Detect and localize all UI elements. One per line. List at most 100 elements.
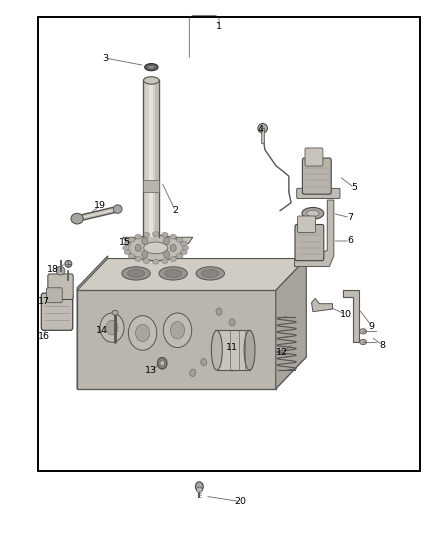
Polygon shape [276,259,306,389]
Ellipse shape [159,266,187,280]
Ellipse shape [148,65,155,69]
Ellipse shape [127,235,184,261]
FancyBboxPatch shape [41,293,73,330]
Bar [149,80,153,237]
Circle shape [170,244,176,252]
Ellipse shape [144,77,159,84]
Text: 9: 9 [369,321,375,330]
Text: 20: 20 [234,497,246,506]
Ellipse shape [124,250,131,255]
Ellipse shape [122,266,150,280]
Ellipse shape [144,242,168,254]
Ellipse shape [152,232,159,237]
Ellipse shape [127,269,145,277]
Ellipse shape [212,330,222,370]
FancyBboxPatch shape [297,188,340,198]
Text: 11: 11 [226,343,238,352]
Text: 3: 3 [102,54,109,62]
Circle shape [163,251,170,258]
Circle shape [249,345,255,353]
Text: 12: 12 [276,348,288,357]
Ellipse shape [143,232,150,237]
Text: 17: 17 [39,296,50,305]
Text: 18: 18 [47,265,59,273]
Ellipse shape [124,241,131,246]
Bar [144,80,159,237]
FancyBboxPatch shape [297,216,315,232]
Ellipse shape [128,237,135,242]
Bar [38,17,420,471]
Ellipse shape [196,266,224,280]
Circle shape [142,251,148,258]
Ellipse shape [177,237,183,242]
FancyBboxPatch shape [305,148,323,166]
Ellipse shape [135,324,150,342]
Circle shape [240,332,246,340]
Polygon shape [77,256,108,389]
Circle shape [157,358,167,369]
Text: 19: 19 [94,201,106,210]
Ellipse shape [195,482,203,491]
Ellipse shape [170,257,177,262]
FancyBboxPatch shape [46,288,62,303]
Ellipse shape [71,213,83,224]
Ellipse shape [163,313,192,348]
Text: 14: 14 [96,326,108,335]
Circle shape [142,237,148,245]
Ellipse shape [106,320,118,335]
Text: 1: 1 [216,22,222,31]
Ellipse shape [258,124,268,133]
Ellipse shape [112,310,118,315]
Text: 2: 2 [172,206,178,215]
Ellipse shape [152,260,159,264]
Ellipse shape [202,269,219,277]
Polygon shape [77,357,306,389]
Text: 13: 13 [145,366,157,375]
Ellipse shape [135,257,141,262]
Text: 4: 4 [258,125,264,134]
Ellipse shape [196,487,202,492]
Polygon shape [294,200,334,266]
Ellipse shape [162,259,168,263]
Ellipse shape [123,246,129,251]
Circle shape [229,364,235,371]
Ellipse shape [56,266,65,275]
Ellipse shape [113,205,122,213]
Polygon shape [311,298,332,312]
Ellipse shape [135,235,141,239]
Circle shape [163,237,170,245]
Ellipse shape [128,316,157,350]
Text: 15: 15 [119,238,131,247]
Text: 10: 10 [339,310,352,319]
Ellipse shape [170,321,184,339]
Text: 16: 16 [38,332,49,341]
FancyBboxPatch shape [295,224,324,261]
Ellipse shape [143,259,150,263]
Polygon shape [77,259,306,290]
Circle shape [229,319,235,326]
Ellipse shape [162,232,168,237]
Bar [155,80,159,237]
Circle shape [201,359,207,366]
Ellipse shape [360,340,367,345]
Ellipse shape [65,261,72,267]
Ellipse shape [307,210,319,216]
Ellipse shape [100,313,124,342]
Text: 8: 8 [380,341,386,350]
Circle shape [216,308,222,316]
Text: 5: 5 [351,183,357,192]
Ellipse shape [244,330,255,370]
Circle shape [160,361,164,366]
Circle shape [190,369,196,376]
Ellipse shape [177,254,183,259]
Ellipse shape [170,235,177,239]
Polygon shape [123,237,193,244]
Bar [217,330,250,370]
Ellipse shape [180,250,187,255]
FancyBboxPatch shape [48,274,73,300]
Circle shape [212,343,218,350]
Bar [144,180,159,192]
Polygon shape [343,290,359,342]
Ellipse shape [128,254,135,259]
Ellipse shape [165,269,182,277]
